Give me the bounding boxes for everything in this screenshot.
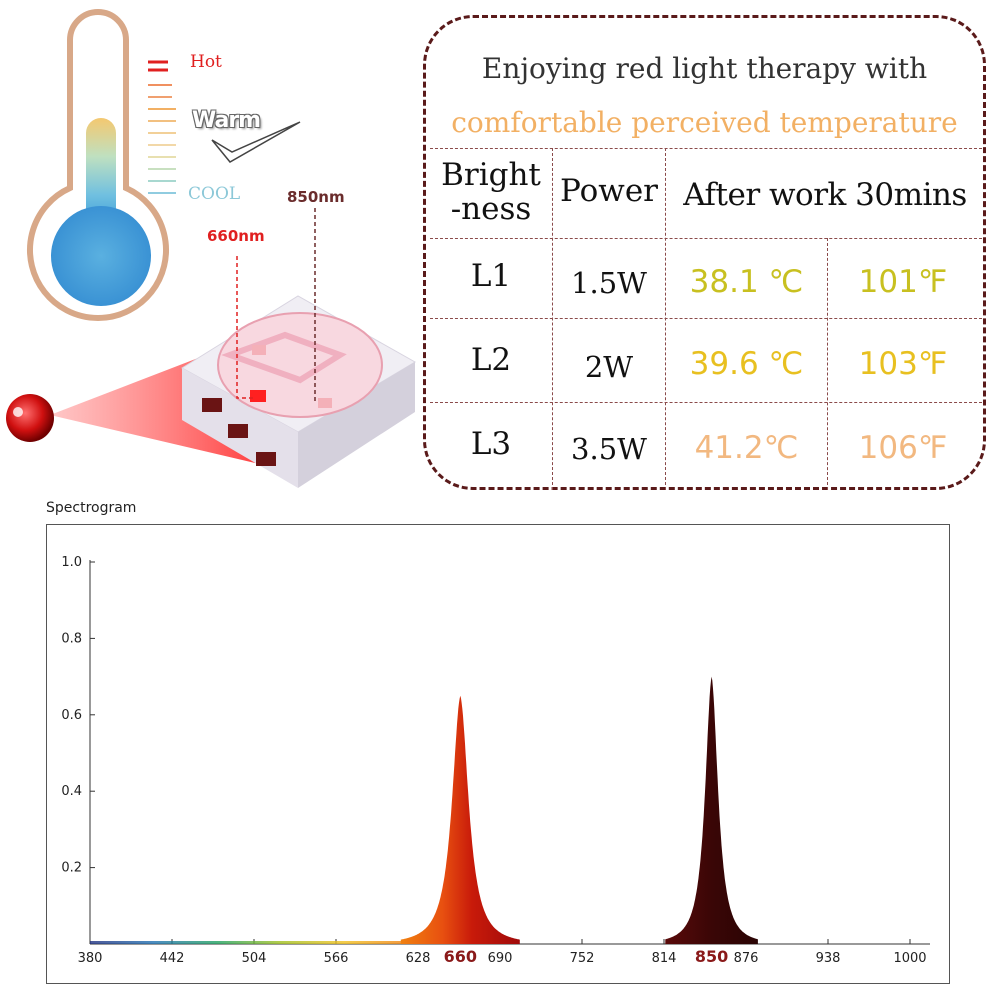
- row-level: L2: [470, 342, 512, 378]
- panel-title-line2: comfortable perceived temperature: [451, 106, 958, 139]
- x-tick-label: 876: [734, 951, 759, 966]
- panel-title-line1: Enjoying red light therapy with: [481, 52, 928, 85]
- row-power: 1.5W: [571, 266, 647, 300]
- row-celsius: 41.2℃: [694, 430, 799, 466]
- row-fahrenheit: 101℉: [858, 264, 948, 300]
- row-power: 3.5W: [571, 432, 647, 466]
- x-tick-label: 1000: [893, 951, 926, 966]
- cool-label: COOL: [188, 184, 241, 204]
- warm-label: Warm: [192, 108, 261, 133]
- header-brightness-line1: Bright: [441, 157, 541, 193]
- chart-title: Spectrogram: [46, 500, 137, 516]
- x-tick-label: 752: [570, 951, 595, 966]
- table-divider: [430, 148, 982, 149]
- y-tick-label: 0.4: [61, 784, 82, 799]
- table-divider: [430, 318, 982, 319]
- temperature-panel: Enjoying red light therapy with comforta…: [423, 15, 986, 490]
- x-tick-label: 442: [160, 951, 185, 966]
- x-tick-label: 814: [652, 951, 677, 966]
- wavelength-660-label: 660nm: [207, 227, 265, 245]
- table-divider: [552, 148, 553, 490]
- table-divider: [665, 148, 666, 490]
- header-brightness-line2: -ness: [450, 191, 532, 227]
- y-tick-label: 1.0: [61, 555, 82, 570]
- hot-label: Hot: [190, 52, 222, 72]
- header-power: Power: [560, 173, 658, 209]
- y-tick-label: 0.6: [61, 708, 82, 723]
- row-celsius: 38.1 ℃: [689, 264, 804, 300]
- y-tick-label: 0.8: [61, 631, 82, 646]
- spectrum-peak-660: [400, 695, 520, 944]
- x-tick-label: 504: [242, 951, 267, 966]
- x-tick-label: 850: [695, 947, 728, 966]
- x-tick-label: 566: [324, 951, 349, 966]
- header-brightness: Bright -ness: [430, 158, 552, 226]
- x-tick-label: 628: [406, 951, 431, 966]
- row-level: L1: [470, 258, 512, 294]
- thermometer-illustration: Hot Warm COOL 660nm 850nm: [0, 0, 420, 495]
- wavelength-850-label: 850nm: [287, 188, 345, 206]
- table-divider: [827, 238, 828, 490]
- row-celsius: 39.6 ℃: [689, 346, 804, 382]
- row-fahrenheit: 103℉: [858, 346, 948, 382]
- row-level: L3: [470, 426, 512, 462]
- row-fahrenheit: 106℉: [858, 430, 948, 466]
- x-tick-label: 380: [78, 951, 103, 966]
- chart-frame: [46, 524, 950, 984]
- spectrum-peak-850: [665, 676, 758, 944]
- spectrum-baseline: [90, 941, 408, 944]
- header-after-work: After work 30mins: [683, 177, 967, 213]
- x-tick-label: 690: [488, 951, 513, 966]
- thermometer-icon: [6, 9, 416, 488]
- x-tick-label: 660: [444, 947, 477, 966]
- table-divider: [430, 238, 982, 239]
- x-tick-label: 938: [816, 951, 841, 966]
- y-tick-label: 0.2: [61, 861, 82, 876]
- row-power: 2W: [584, 350, 634, 384]
- table-divider: [430, 402, 982, 403]
